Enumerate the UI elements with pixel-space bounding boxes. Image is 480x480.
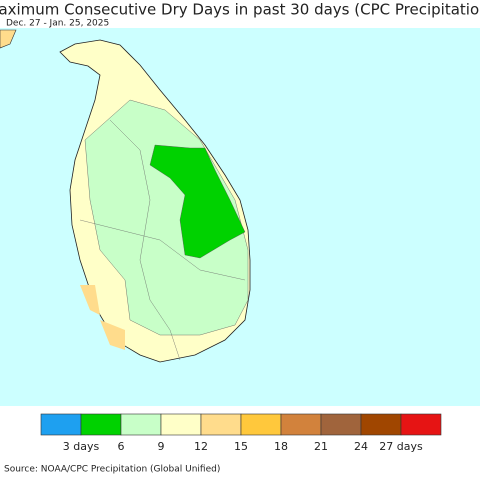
india-tip: [0, 29, 17, 49]
district-border: [109, 119, 181, 361]
title: Maximum Consecutive Dry Days in past 30 …: [0, 1, 480, 19]
legend-swatch: [320, 413, 362, 436]
legend-label: 12: [194, 440, 208, 453]
legend-label: 3 days: [63, 440, 100, 453]
source: Source: NOAA/CPC Precipitation (Global U…: [4, 465, 220, 475]
legend-label: 6: [118, 440, 125, 453]
region-15: [100, 320, 125, 350]
legend-swatch: [160, 413, 202, 436]
legend-label: 15: [234, 440, 248, 453]
legend-label: 21: [314, 440, 328, 453]
legend-swatch: [400, 413, 442, 436]
legend-label: 9: [158, 440, 165, 453]
subtitle: Dec. 27 - Jan. 25, 2025: [6, 19, 109, 29]
legend-label: 27 days: [379, 440, 423, 453]
legend-swatch: [120, 413, 162, 436]
legend-swatch: [200, 413, 242, 436]
legend-swatch: [360, 413, 402, 436]
legend-label: 18: [274, 440, 288, 453]
legend-label: 24: [354, 440, 368, 453]
legend-swatch: [40, 413, 82, 436]
region-6: [149, 144, 246, 259]
region-15: [80, 285, 100, 315]
legend: 3 days 6 9 12 15 18 21 24 27 days: [40, 413, 442, 453]
district-border: [79, 219, 246, 281]
legend-swatch: [80, 413, 122, 436]
legend-swatch: [240, 413, 282, 436]
legend-swatch: [280, 413, 322, 436]
